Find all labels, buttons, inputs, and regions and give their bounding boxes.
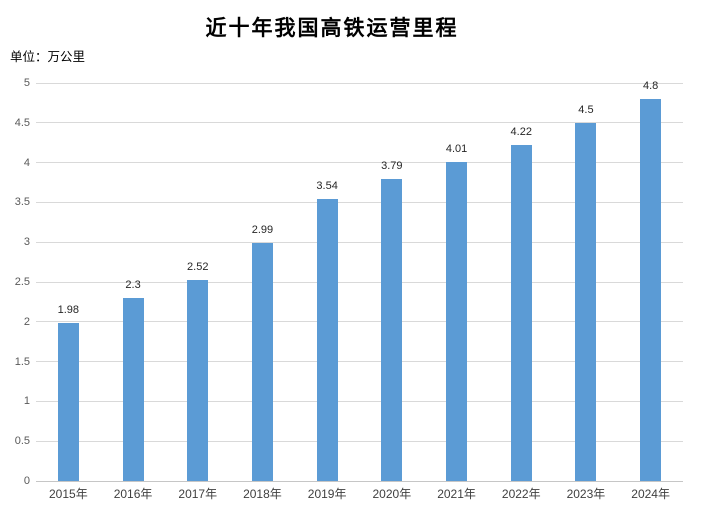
bar <box>122 297 144 481</box>
y-tick-label: 1.5 <box>14 355 30 368</box>
x-tick-label: 2015年 <box>48 487 88 501</box>
bar-value-label: 4.5 <box>578 103 594 116</box>
y-tick-label: 3 <box>23 236 30 249</box>
bar-value-label: 4.8 <box>642 79 659 92</box>
x-tick-label: 2023年 <box>566 487 606 501</box>
gridline <box>36 201 683 203</box>
x-tick-label: 2017年 <box>178 487 218 501</box>
bar-value-label: 4.01 <box>445 142 468 155</box>
y-tick-label: 5 <box>23 77 30 89</box>
bar-value-label: 1.98 <box>57 304 80 317</box>
bar <box>640 98 662 481</box>
x-tick-label: 2019年 <box>307 487 347 501</box>
x-tick-label: 2018年 <box>243 487 282 501</box>
unit-label: 单位：万公里 <box>10 50 86 64</box>
bar <box>510 145 532 481</box>
bar-value-label: 4.22 <box>510 126 532 139</box>
y-tick-label: 4.5 <box>14 116 30 129</box>
gridline <box>36 241 683 243</box>
bar <box>316 199 338 481</box>
chart-title: 近十年我国高铁运营里程 <box>205 15 459 40</box>
bar <box>57 323 79 481</box>
bar <box>381 179 403 481</box>
bar-value-label: 2.52 <box>187 261 209 274</box>
gridline <box>36 281 683 283</box>
gridline <box>36 122 683 124</box>
gridline <box>36 400 683 402</box>
gridline <box>36 321 683 323</box>
bar-value-label: 2.3 <box>125 278 141 291</box>
gridline <box>36 361 683 363</box>
bar-value-label: 3.54 <box>316 180 338 193</box>
y-tick-label: 3.5 <box>14 196 30 209</box>
bar <box>187 280 209 481</box>
y-tick-label: 2 <box>23 315 30 328</box>
x-tick-label: 2016年 <box>113 487 153 501</box>
bar <box>575 122 597 481</box>
y-tick-label: 0.5 <box>14 435 30 448</box>
x-tick-label: 2021年 <box>437 487 476 501</box>
gridline <box>36 440 683 442</box>
x-tick-label: 2024年 <box>631 487 670 501</box>
gridline <box>36 162 683 164</box>
y-tick-label: 0 <box>23 475 30 487</box>
x-tick-label: 2020年 <box>372 487 412 501</box>
y-tick-label: 2.5 <box>14 276 30 288</box>
bar <box>446 161 468 481</box>
bar-value-label: 2.99 <box>251 223 274 236</box>
bar <box>251 243 273 481</box>
y-tick-label: 1 <box>23 395 30 408</box>
plot-area: 1.98 2.3 2.52 2.99 3.54 3.79 4.01 4.22 4.5 4.8 <box>36 79 683 482</box>
gridline <box>36 82 683 84</box>
x-tick-label: 2022年 <box>501 487 541 501</box>
bar-value-label: 3.79 <box>381 160 403 173</box>
y-tick-label: 4 <box>23 156 30 169</box>
